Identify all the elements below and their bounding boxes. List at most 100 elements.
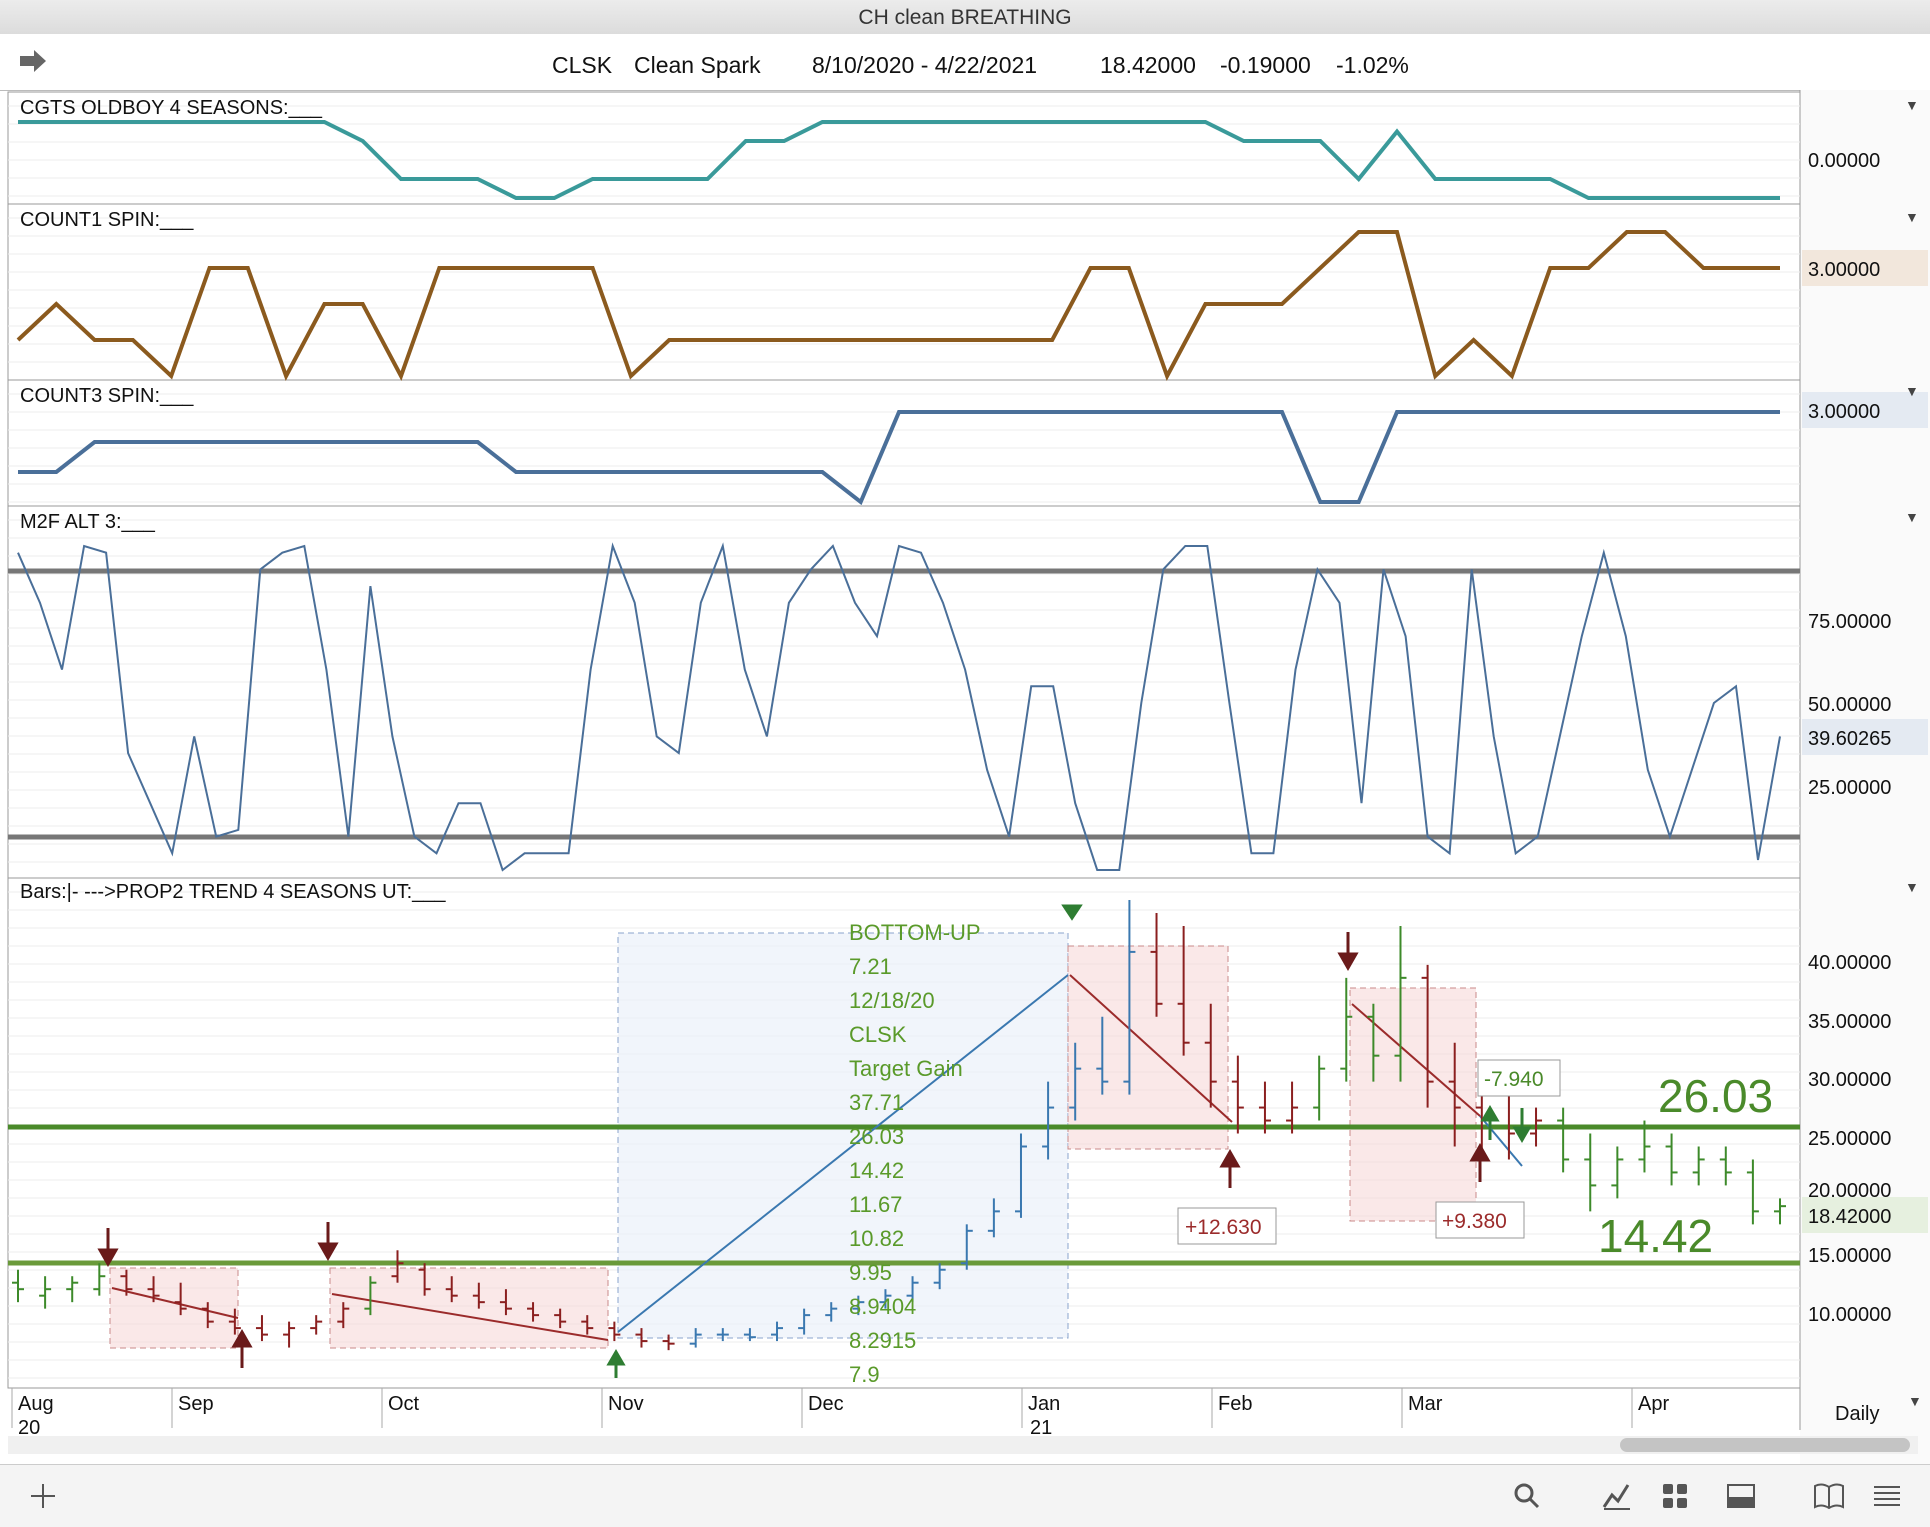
menu-icon[interactable]	[1870, 1479, 1904, 1513]
timeframe-label[interactable]: Daily	[1835, 1403, 1879, 1425]
window-titlebar: CH clean BREATHING	[0, 0, 1930, 35]
trend-box	[329, 1267, 609, 1349]
price-bar	[1177, 925, 1190, 1056]
price-bar	[418, 1263, 431, 1296]
price-bar	[1774, 1198, 1786, 1225]
up-arrow-icon	[1469, 1142, 1491, 1182]
price-bar	[1611, 1146, 1624, 1199]
price-bar	[771, 1321, 784, 1342]
bottom-up-line: 26.03	[849, 1124, 904, 1149]
panel-menu-icon[interactable]: ▼	[1905, 383, 1919, 399]
axis-tick-25: 25.00000	[1808, 777, 1891, 799]
price-bar	[1286, 1081, 1299, 1134]
header-range: 8/10/2020 - 4/22/2021	[812, 52, 1038, 78]
scrollbar-thumb[interactable]	[1620, 1438, 1910, 1452]
bottom-up-line: Target Gain	[849, 1056, 963, 1081]
price-bar	[581, 1315, 594, 1335]
price-bar	[987, 1198, 1000, 1238]
x-axis-year: 20	[18, 1417, 40, 1439]
axis-tick-10: 10.00000	[1808, 1304, 1891, 1326]
down-arrow-icon	[1061, 904, 1083, 921]
price-bar	[1692, 1146, 1705, 1186]
line-chart-icon[interactable]	[1600, 1479, 1634, 1513]
price-bar	[554, 1308, 567, 1329]
m2f-value-badge	[1802, 719, 1928, 755]
horizontal-scrollbar[interactable]	[8, 1436, 1918, 1454]
trend-line-down	[331, 1293, 609, 1341]
price-bar	[12, 1269, 24, 1303]
price-bar	[201, 1302, 214, 1329]
price-bar	[39, 1276, 52, 1309]
header-symbol: CLSK	[552, 52, 613, 78]
axis-tick-30: 30.00000	[1808, 1069, 1891, 1091]
price-bar	[1638, 1120, 1651, 1173]
panel-price-bars: Bars:|- --->PROP2 TREND 4 SEASONS UT:___	[8, 879, 1928, 1387]
bottom-up-line: BOTTOM-UP	[849, 920, 981, 945]
grid-layout-icon[interactable]	[1658, 1479, 1692, 1513]
header-change-pct: -1.02%	[1336, 52, 1409, 78]
count1-value-badge	[1802, 250, 1928, 286]
book-icon[interactable]	[1812, 1479, 1846, 1513]
price-bar	[1123, 900, 1136, 1095]
price-bar	[255, 1315, 268, 1342]
axis-tick-40: 40.00000	[1808, 952, 1891, 974]
timeframe-menu-icon[interactable]: ▼	[1908, 1393, 1922, 1409]
price-bar	[1746, 1159, 1759, 1225]
price-bar	[1258, 1081, 1271, 1134]
down-arrow-icon	[1512, 1108, 1532, 1143]
axis-value-count1: 3.00000	[1808, 259, 1880, 281]
panel-menu-icon[interactable]: ▼	[1905, 209, 1919, 225]
panel-menu-icon[interactable]: ▼	[1905, 97, 1919, 113]
level-label-low: 14.42	[1598, 1210, 1713, 1262]
axis-tick-35: 35.00000	[1808, 1011, 1891, 1033]
price-bar	[1231, 1055, 1244, 1134]
header-change: -0.19000	[1220, 52, 1311, 78]
price-bar	[527, 1302, 540, 1322]
trend-line-up	[1479, 1115, 1523, 1167]
x-axis: Aug Sep Oct Nov Dec Jan Feb Mar Apr 20 21 Daily …	[8, 1387, 1922, 1439]
gain-label: +9.380	[1442, 1210, 1507, 1233]
price-bar	[1584, 1133, 1597, 1212]
panel-layout-icon[interactable]	[1724, 1479, 1758, 1513]
x-axis-month: Apr	[1638, 1393, 1669, 1415]
price-bar	[499, 1289, 512, 1316]
x-axis-month: Oct	[388, 1393, 420, 1415]
x-axis-year: 21	[1030, 1417, 1052, 1439]
price-bar	[852, 1295, 865, 1316]
price-bar	[662, 1334, 675, 1351]
axis-value-cgts: 0.00000	[1808, 150, 1880, 172]
price-bar	[635, 1328, 648, 1348]
right-axis-bg	[1800, 90, 1930, 1464]
header-last: 18.42000	[1100, 52, 1196, 78]
price-bar	[445, 1276, 458, 1303]
price-bar	[1421, 964, 1434, 1108]
price-bar	[1665, 1133, 1678, 1186]
panel-menu-icon[interactable]: ▼	[1905, 879, 1919, 895]
window-title: CH clean BREATHING	[858, 6, 1072, 29]
up-arrow-icon	[606, 1349, 626, 1378]
search-icon[interactable]	[1510, 1479, 1544, 1513]
bottom-up-line: 37.71	[849, 1090, 904, 1115]
bottom-up-line: 8.9404	[849, 1294, 916, 1319]
panel-menu-icon[interactable]: ▼	[1905, 509, 1919, 525]
panel-label-m2f: M2F ALT 3:___	[20, 511, 156, 533]
price-bar	[1042, 1081, 1055, 1160]
up-arrow-icon	[1480, 1105, 1500, 1140]
price-bar	[391, 1250, 404, 1283]
arrow-right-icon[interactable]	[18, 48, 48, 74]
signal-arrows-green	[606, 904, 1532, 1378]
price-bar	[1530, 1107, 1543, 1147]
x-axis-month: Aug	[18, 1393, 54, 1415]
price-bar	[608, 1321, 621, 1342]
add-icon[interactable]	[26, 1479, 60, 1513]
price-bar	[1557, 1107, 1570, 1173]
bottom-up-line: CLSK	[849, 1022, 907, 1047]
panel-frames	[7, 91, 1801, 1389]
trend-line-down	[1069, 974, 1233, 1123]
bottom-up-box	[617, 932, 1069, 1339]
x-axis-month: Feb	[1218, 1393, 1252, 1415]
down-arrow-icon	[317, 1222, 339, 1262]
up-arrow-icon	[1219, 1148, 1241, 1188]
price-bar	[825, 1302, 838, 1322]
chart-area: CGTS OLDBOY 4 SEASONS:___ 0.00000 ▼ COUN…	[7, 90, 1930, 1464]
